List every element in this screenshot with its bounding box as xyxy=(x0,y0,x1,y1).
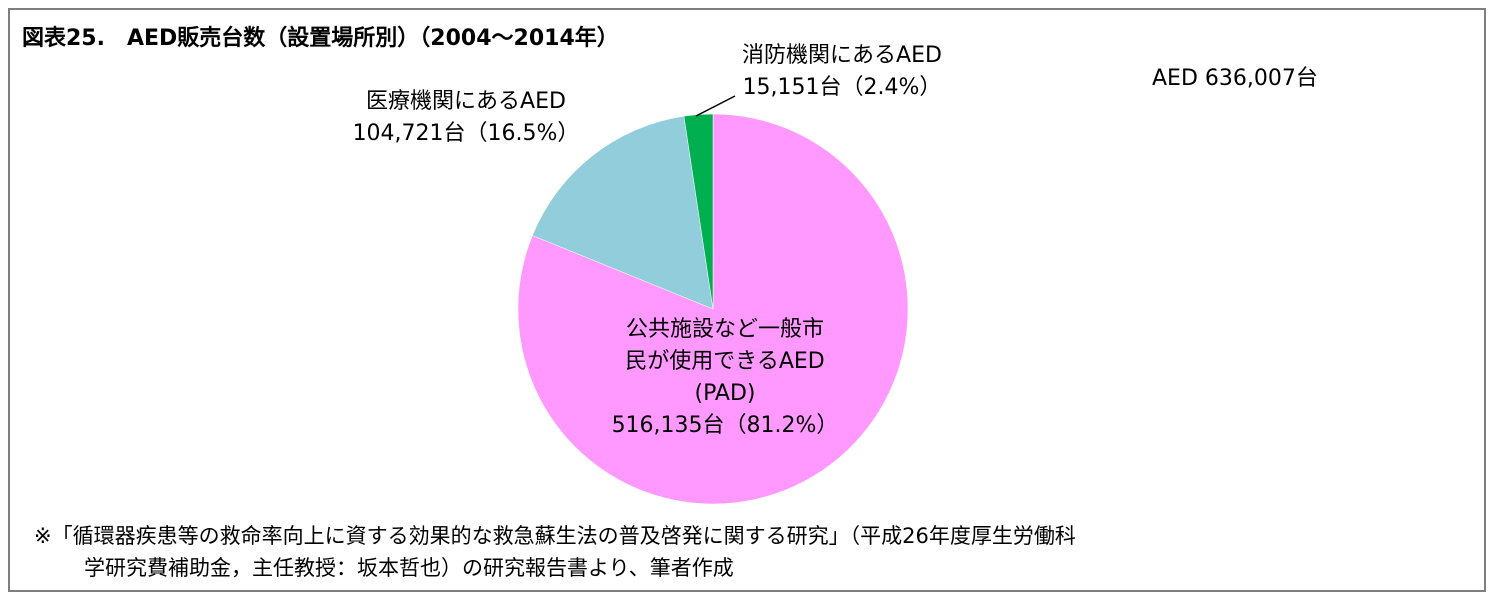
fire-slice-leader-line xyxy=(695,95,736,117)
source-note: ※「循環器疾患等の救命率向上に資する効果的な救急蘇生法の普及啓発に関する研究」（… xyxy=(34,520,1076,584)
pad-slice-label: 公共施設など一般市 民が使用できるAED (PAD) 516,135台（81.2… xyxy=(600,314,850,442)
pad-label-line-3: (PAD) xyxy=(694,381,756,406)
fire-label-line-2: 15,151台（2.4%） xyxy=(742,75,942,100)
fire-label-line-1: 消防機関にあるAED xyxy=(742,43,942,68)
pad-label-line-4: 516,135台（81.2%） xyxy=(611,413,839,438)
medical-label-line-2: 104,721台（16.5%） xyxy=(352,121,580,146)
medical-slice xyxy=(532,115,714,310)
pad-label-line-1: 公共施設など一般市 xyxy=(625,317,824,342)
total-label: AED 636,007台 xyxy=(1152,66,1318,91)
medical-label-line-1: 医療機関にあるAED xyxy=(366,89,566,114)
pad-label-line-2: 民が使用できるAED xyxy=(625,349,825,374)
medical-slice-label: 医療機関にあるAED 104,721台（16.5%） xyxy=(338,86,594,150)
fire-slice-label: 消防機関にあるAED 15,151台（2.4%） xyxy=(718,40,966,104)
source-note-line-2: 学研究費補助金，主任教授：坂本哲也）の研究報告書より、筆者作成 xyxy=(84,556,734,580)
source-note-line-1: ※「循環器疾患等の救命率向上に資する効果的な救急蘇生法の普及啓発に関する研究」（… xyxy=(34,524,1076,548)
chart-title: 図表25. AED販売台数（設置場所別）（2004～2014年） xyxy=(22,26,619,51)
